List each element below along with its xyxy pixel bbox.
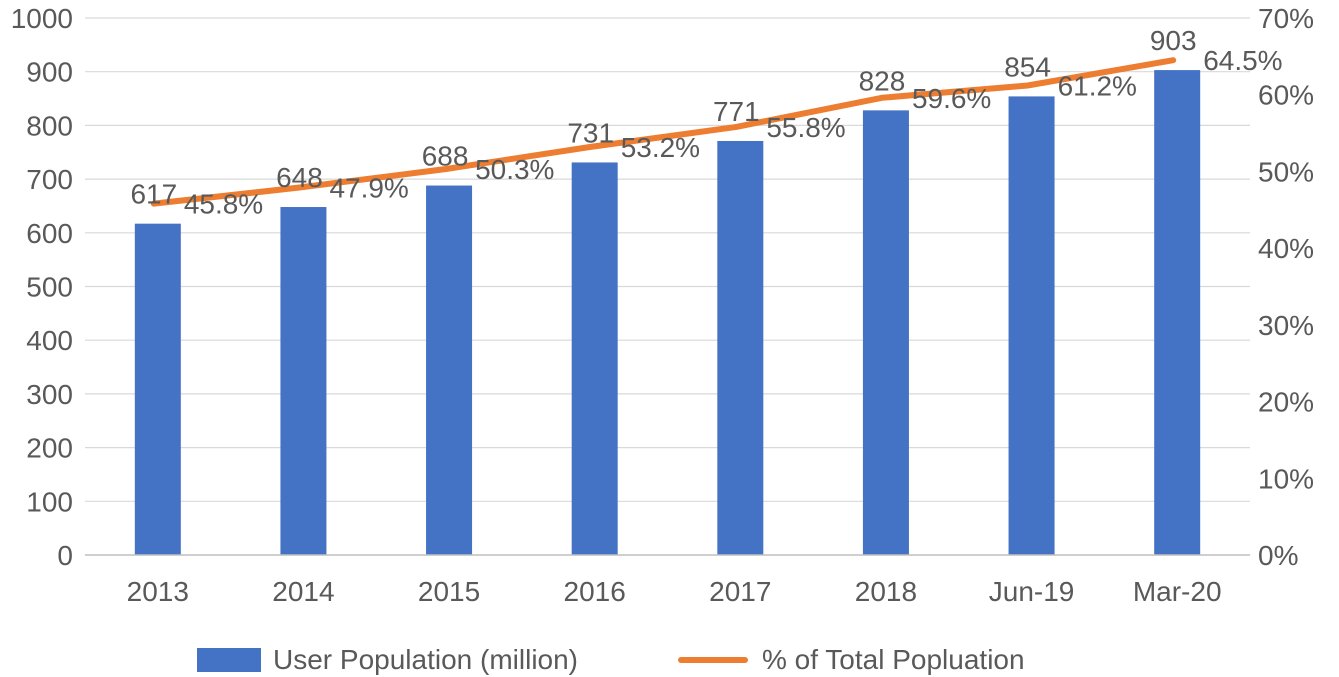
line-value-label: 61.2%: [1058, 71, 1137, 102]
bar-value-label: 828: [859, 65, 906, 96]
line-value-label: 53.2%: [621, 132, 700, 163]
left-y-axis: 0 100 200 300 400 500 600 700 800 900 1000: [11, 3, 73, 571]
bar-value-label: 771: [713, 96, 760, 127]
line-value-label: 50.3%: [475, 154, 554, 185]
x-tick-label: 2018: [855, 576, 917, 607]
bar-value-label: 688: [422, 141, 469, 172]
bar: [280, 207, 327, 556]
x-tick-label: Mar-20: [1133, 576, 1222, 607]
right-tick-label: 10%: [1258, 463, 1314, 494]
left-tick-label: 300: [26, 379, 73, 410]
legend: User Population (million) % of Total Pop…: [197, 644, 1025, 675]
right-tick-label: 0%: [1258, 540, 1298, 571]
line-value-label: 45.8%: [184, 189, 263, 220]
bar-value-label: 854: [1004, 51, 1051, 82]
line-value-label: 59.6%: [912, 83, 991, 114]
legend-label-line: % of Total Popluation: [762, 644, 1025, 675]
bar: [571, 162, 618, 555]
right-y-axis: 0% 10% 20% 30% 40% 50% 60% 70%: [1258, 3, 1314, 571]
x-tick-label: 2013: [127, 576, 189, 607]
x-tick-label: 2015: [418, 576, 480, 607]
bar: [426, 185, 473, 555]
left-tick-label: 900: [26, 57, 73, 88]
bar: [717, 140, 764, 555]
line-value-label: 55.8%: [766, 112, 845, 143]
line-value-label: 47.9%: [329, 173, 408, 204]
left-tick-label: 500: [26, 272, 73, 303]
left-tick-label: 400: [26, 325, 73, 356]
line-value-label: 64.5%: [1203, 45, 1282, 76]
line-series: [150, 57, 1177, 207]
x-tick-label: Jun-19: [989, 576, 1075, 607]
right-tick-label: 50%: [1258, 156, 1314, 187]
gridlines: [85, 17, 1250, 502]
left-tick-label: 1000: [11, 3, 73, 34]
percentage-line: [150, 57, 1177, 207]
bar-series: [134, 70, 1201, 556]
bar-value-label: 731: [567, 117, 614, 148]
x-tick-label: 2014: [272, 576, 334, 607]
bar-value-label: 617: [130, 179, 177, 210]
right-tick-label: 60%: [1258, 80, 1314, 111]
legend-swatch-bar: [197, 648, 261, 672]
legend-label-bar: User Population (million): [273, 644, 578, 675]
left-tick-label: 800: [26, 110, 73, 141]
bar: [1154, 70, 1201, 556]
bar-value-label: 648: [276, 162, 323, 193]
bar-value-label: 903: [1150, 25, 1197, 56]
left-tick-label: 600: [26, 218, 73, 249]
right-tick-label: 20%: [1258, 387, 1314, 418]
x-tick-label: 2016: [564, 576, 626, 607]
right-tick-label: 30%: [1258, 310, 1314, 341]
left-tick-label: 100: [26, 486, 73, 517]
right-tick-label: 40%: [1258, 233, 1314, 264]
x-tick-label: 2017: [709, 576, 771, 607]
left-tick-label: 200: [26, 433, 73, 464]
left-tick-label: 0: [57, 540, 73, 571]
bar: [1008, 96, 1055, 555]
data-labels: 617 648 688 731 771 828 854 903 45.8% 47.9% 50.3% 5…: [130, 25, 1282, 220]
bar: [134, 223, 181, 555]
x-axis: 2013 2014 2015 2016 2017 2018 Jun-19 Mar-20: [85, 554, 1250, 607]
right-tick-label: 70%: [1258, 3, 1314, 34]
bar: [862, 110, 909, 555]
left-tick-label: 700: [26, 164, 73, 195]
